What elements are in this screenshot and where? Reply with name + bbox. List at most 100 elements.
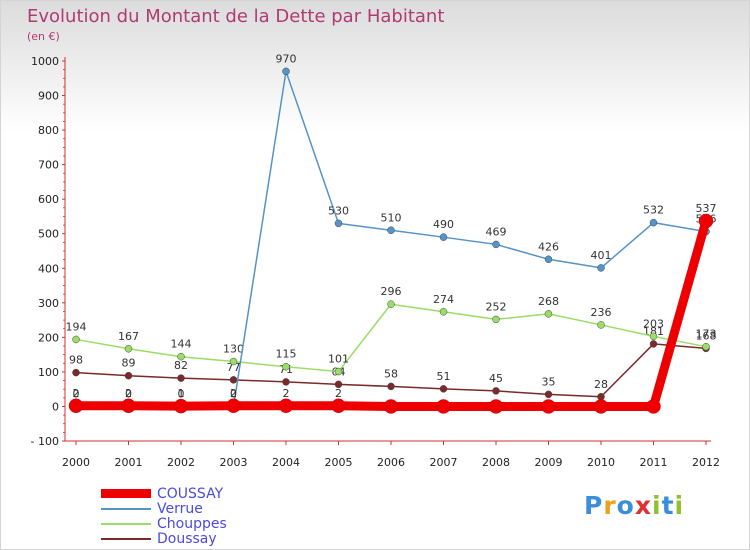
x-tick-label: 2005 <box>325 456 353 469</box>
x-tick-label: 2006 <box>377 456 405 469</box>
data-label-chouppes: 101 <box>328 353 349 366</box>
data-label-verrue: 0 <box>125 387 132 400</box>
data-label-coussay: 2 <box>283 387 290 400</box>
data-point-coussay <box>173 398 189 414</box>
data-point-coussay <box>541 399 556 414</box>
data-point-chouppes <box>597 321 605 329</box>
data-point-verrue <box>544 255 553 264</box>
legend-swatch-chouppes <box>101 522 151 525</box>
data-label-chouppes: 173 <box>696 328 717 341</box>
data-point-chouppes <box>544 310 553 318</box>
data-label-chouppes: 115 <box>276 348 297 361</box>
data-point-doussay <box>387 382 395 391</box>
data-point-doussay <box>544 390 553 399</box>
data-label-chouppes: 144 <box>171 338 192 351</box>
data-point-verrue <box>387 226 395 235</box>
data-point-doussay <box>72 368 80 377</box>
y-tick-label: 0 <box>52 400 59 413</box>
logo-letter: i <box>652 491 662 520</box>
data-point-chouppes <box>702 342 710 351</box>
chart-subtitle: (en €) <box>27 30 60 43</box>
data-label-verrue: 530 <box>328 204 349 217</box>
data-label-verrue: 426 <box>538 240 559 253</box>
data-point-doussay <box>492 387 500 395</box>
data-label-verrue: 970 <box>276 52 297 65</box>
logo-letter: P <box>584 491 604 520</box>
data-point-chouppes <box>649 332 658 341</box>
data-point-coussay <box>436 399 451 414</box>
x-tick-label: 2001 <box>115 456 143 469</box>
data-label-doussay: 89 <box>122 357 136 370</box>
data-label-chouppes: 268 <box>538 295 559 308</box>
data-label-verrue: 490 <box>433 218 454 231</box>
legend-label-doussay: Doussay <box>157 530 217 547</box>
y-tick-label: 700 <box>38 159 59 172</box>
x-tick-label: 2008 <box>482 456 510 469</box>
data-point-coussay <box>593 399 609 414</box>
y-tick-label: 100 <box>38 366 59 379</box>
logo-letter: x <box>634 491 652 520</box>
x-tick-label: 2009 <box>535 456 563 469</box>
data-point-doussay <box>282 378 290 386</box>
data-point-doussay <box>334 380 343 389</box>
x-tick-label: 2000 <box>62 456 90 469</box>
data-label-doussay: 58 <box>384 367 398 380</box>
legend-item-doussay: Doussay <box>101 530 227 547</box>
logo-letter: t <box>661 491 675 520</box>
data-point-doussay <box>439 385 448 393</box>
data-label-doussay: 45 <box>489 372 503 385</box>
legend-swatch-doussay <box>101 537 151 540</box>
y-tick-label: 400 <box>38 262 59 275</box>
data-label-doussay: 98 <box>69 354 83 367</box>
data-point-coussay <box>698 213 714 229</box>
data-label-verrue: 469 <box>486 225 507 238</box>
data-point-coussay <box>646 399 661 414</box>
data-label-coussay: 2 <box>230 387 237 400</box>
data-label-coussay: 537 <box>696 202 717 215</box>
y-tick-label: 300 <box>38 297 59 310</box>
data-point-coussay <box>488 399 504 414</box>
logo-letter: r <box>603 491 617 520</box>
data-point-chouppes <box>229 357 238 366</box>
y-tick-label: 600 <box>38 193 59 206</box>
y-tick-label: 800 <box>38 124 59 137</box>
data-point-verrue <box>439 233 448 241</box>
data-label-coussay: 2 <box>73 387 80 400</box>
data-label-chouppes: 130 <box>223 343 244 356</box>
data-label-verrue: 510 <box>381 211 402 224</box>
x-tick-label: 2011 <box>640 456 668 469</box>
data-label-coussay: 2 <box>125 387 132 400</box>
data-point-chouppes <box>72 335 80 344</box>
data-label-chouppes: 236 <box>591 306 612 319</box>
data-label-doussay: 77 <box>227 361 241 374</box>
data-point-verrue <box>334 219 343 228</box>
x-tick-label: 2012 <box>692 456 720 469</box>
data-point-doussay <box>124 371 133 380</box>
data-label-coussay: 1 <box>178 387 185 400</box>
x-tick-label: 2010 <box>587 456 615 469</box>
data-point-verrue <box>492 240 500 249</box>
data-label-chouppes: 296 <box>381 285 402 298</box>
data-label-doussay: 168 <box>696 329 717 342</box>
legend-item-coussay: COUSSAY <box>101 486 227 502</box>
data-label-chouppes: 194 <box>66 320 87 333</box>
data-point-verrue <box>649 218 658 227</box>
data-label-verrue: 0 <box>178 387 185 400</box>
logo-letter: i <box>674 491 685 520</box>
data-label-verrue: 401 <box>591 249 612 262</box>
data-label-chouppes: 167 <box>118 330 139 343</box>
y-tick-label: 200 <box>38 331 59 344</box>
data-point-chouppes <box>177 352 185 361</box>
data-point-verrue <box>282 67 290 76</box>
x-tick-label: 2004 <box>272 456 300 469</box>
data-label-verrue: 0 <box>73 387 80 400</box>
data-label-doussay: 35 <box>542 375 556 388</box>
legend-item-chouppes: Chouppes <box>101 516 227 532</box>
data-point-chouppes <box>492 315 500 324</box>
y-tick-label: 500 <box>38 228 59 241</box>
data-label-coussay: 2 <box>335 387 342 400</box>
data-label-doussay: 51 <box>437 370 451 383</box>
data-point-chouppes <box>387 300 395 308</box>
